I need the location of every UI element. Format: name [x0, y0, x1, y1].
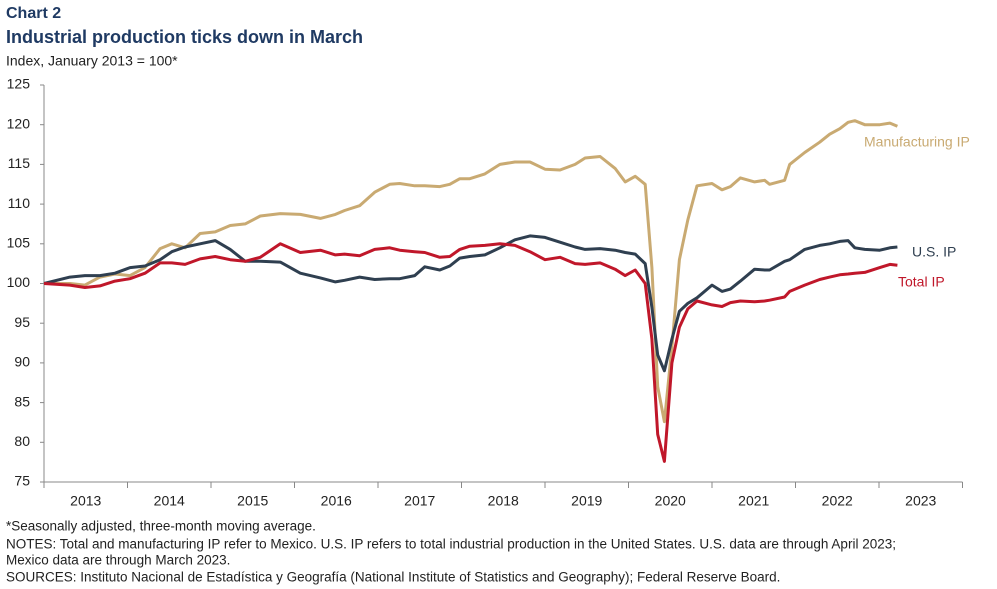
y-tick-label: 90	[14, 354, 30, 370]
series-label: Manufacturing IP	[864, 134, 970, 150]
series-label: U.S. IP	[912, 244, 956, 260]
y-tick-label: 85	[14, 393, 30, 409]
y-tick-label: 100	[7, 274, 31, 290]
y-tick-label: 120	[7, 115, 31, 131]
x-tick-label: 2023	[905, 493, 936, 509]
x-tick-label: 2020	[655, 493, 686, 509]
x-tick-label: 2019	[571, 493, 602, 509]
series-label: Total IP	[898, 274, 945, 290]
note: SOURCES: Instituto Nacional de Estadísti…	[6, 570, 780, 585]
note: *Seasonally adjusted, three-month moving…	[6, 519, 316, 534]
series-line	[43, 234, 898, 373]
x-tick-label: 2021	[738, 493, 769, 509]
x-tick-label: 2017	[404, 493, 435, 509]
y-tick-label: 75	[14, 473, 30, 489]
x-tick-label: 2014	[154, 493, 185, 509]
y-tick-label: 110	[8, 195, 31, 211]
y-tick-label: 80	[14, 433, 30, 449]
x-tick-label: 2013	[70, 493, 101, 509]
x-tick-label: 2016	[321, 493, 352, 509]
chart-title: Industrial production ticks down in Marc…	[6, 27, 363, 47]
chart-label: Chart 2	[6, 5, 61, 22]
y-tick-label: 115	[8, 155, 31, 171]
x-tick-label: 2022	[822, 493, 853, 509]
series-line	[43, 242, 898, 463]
series-line	[44, 119, 898, 424]
note: NOTES: Total and manufacturing IP refer …	[6, 537, 896, 552]
note: Mexico data are through March 2023.	[6, 553, 230, 568]
y-tick-label: 105	[7, 235, 31, 251]
y-tick-label: 95	[14, 314, 30, 330]
x-tick-label: 2015	[237, 493, 268, 509]
x-tick-label: 2018	[488, 493, 519, 509]
y-tick-label: 125	[7, 76, 31, 92]
chart-subtitle: Index, January 2013 = 100*	[6, 53, 178, 69]
